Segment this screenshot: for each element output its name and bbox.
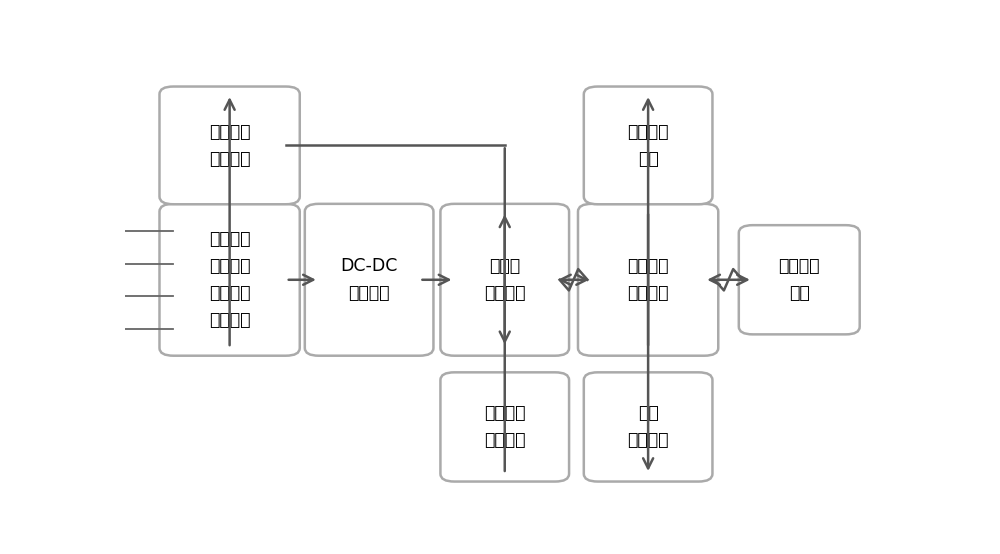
Bar [99, 287, 116, 305]
FancyBboxPatch shape [578, 204, 718, 356]
Text: 输入接口
负极接口
正极接口
输出接口: 输入接口 负极接口 正极接口 输出接口 [209, 230, 250, 330]
FancyBboxPatch shape [440, 372, 569, 481]
Text: 辐照温度
采集模块: 辐照温度 采集模块 [484, 404, 526, 449]
FancyBboxPatch shape [584, 372, 712, 481]
Bar [99, 320, 116, 338]
Text: 数据显示
模块: 数据显示 模块 [627, 123, 669, 168]
Text: 语音
播放模块: 语音 播放模块 [627, 404, 669, 449]
FancyBboxPatch shape [159, 86, 300, 204]
Bar [99, 222, 116, 240]
FancyBboxPatch shape [159, 204, 300, 356]
Text: 无线通信
模块: 无线通信 模块 [778, 257, 820, 302]
Text: 模拟量
转换模块: 模拟量 转换模块 [484, 257, 526, 302]
Text: DC-DC
降压模块: DC-DC 降压模块 [340, 257, 398, 302]
FancyBboxPatch shape [440, 204, 569, 356]
Text: 数据存储
分析模块: 数据存储 分析模块 [627, 257, 669, 302]
Text: 电气参数
采集模块: 电气参数 采集模块 [209, 123, 250, 168]
Bar [99, 255, 116, 273]
FancyBboxPatch shape [584, 86, 712, 204]
FancyBboxPatch shape [305, 204, 433, 356]
FancyBboxPatch shape [739, 225, 860, 335]
